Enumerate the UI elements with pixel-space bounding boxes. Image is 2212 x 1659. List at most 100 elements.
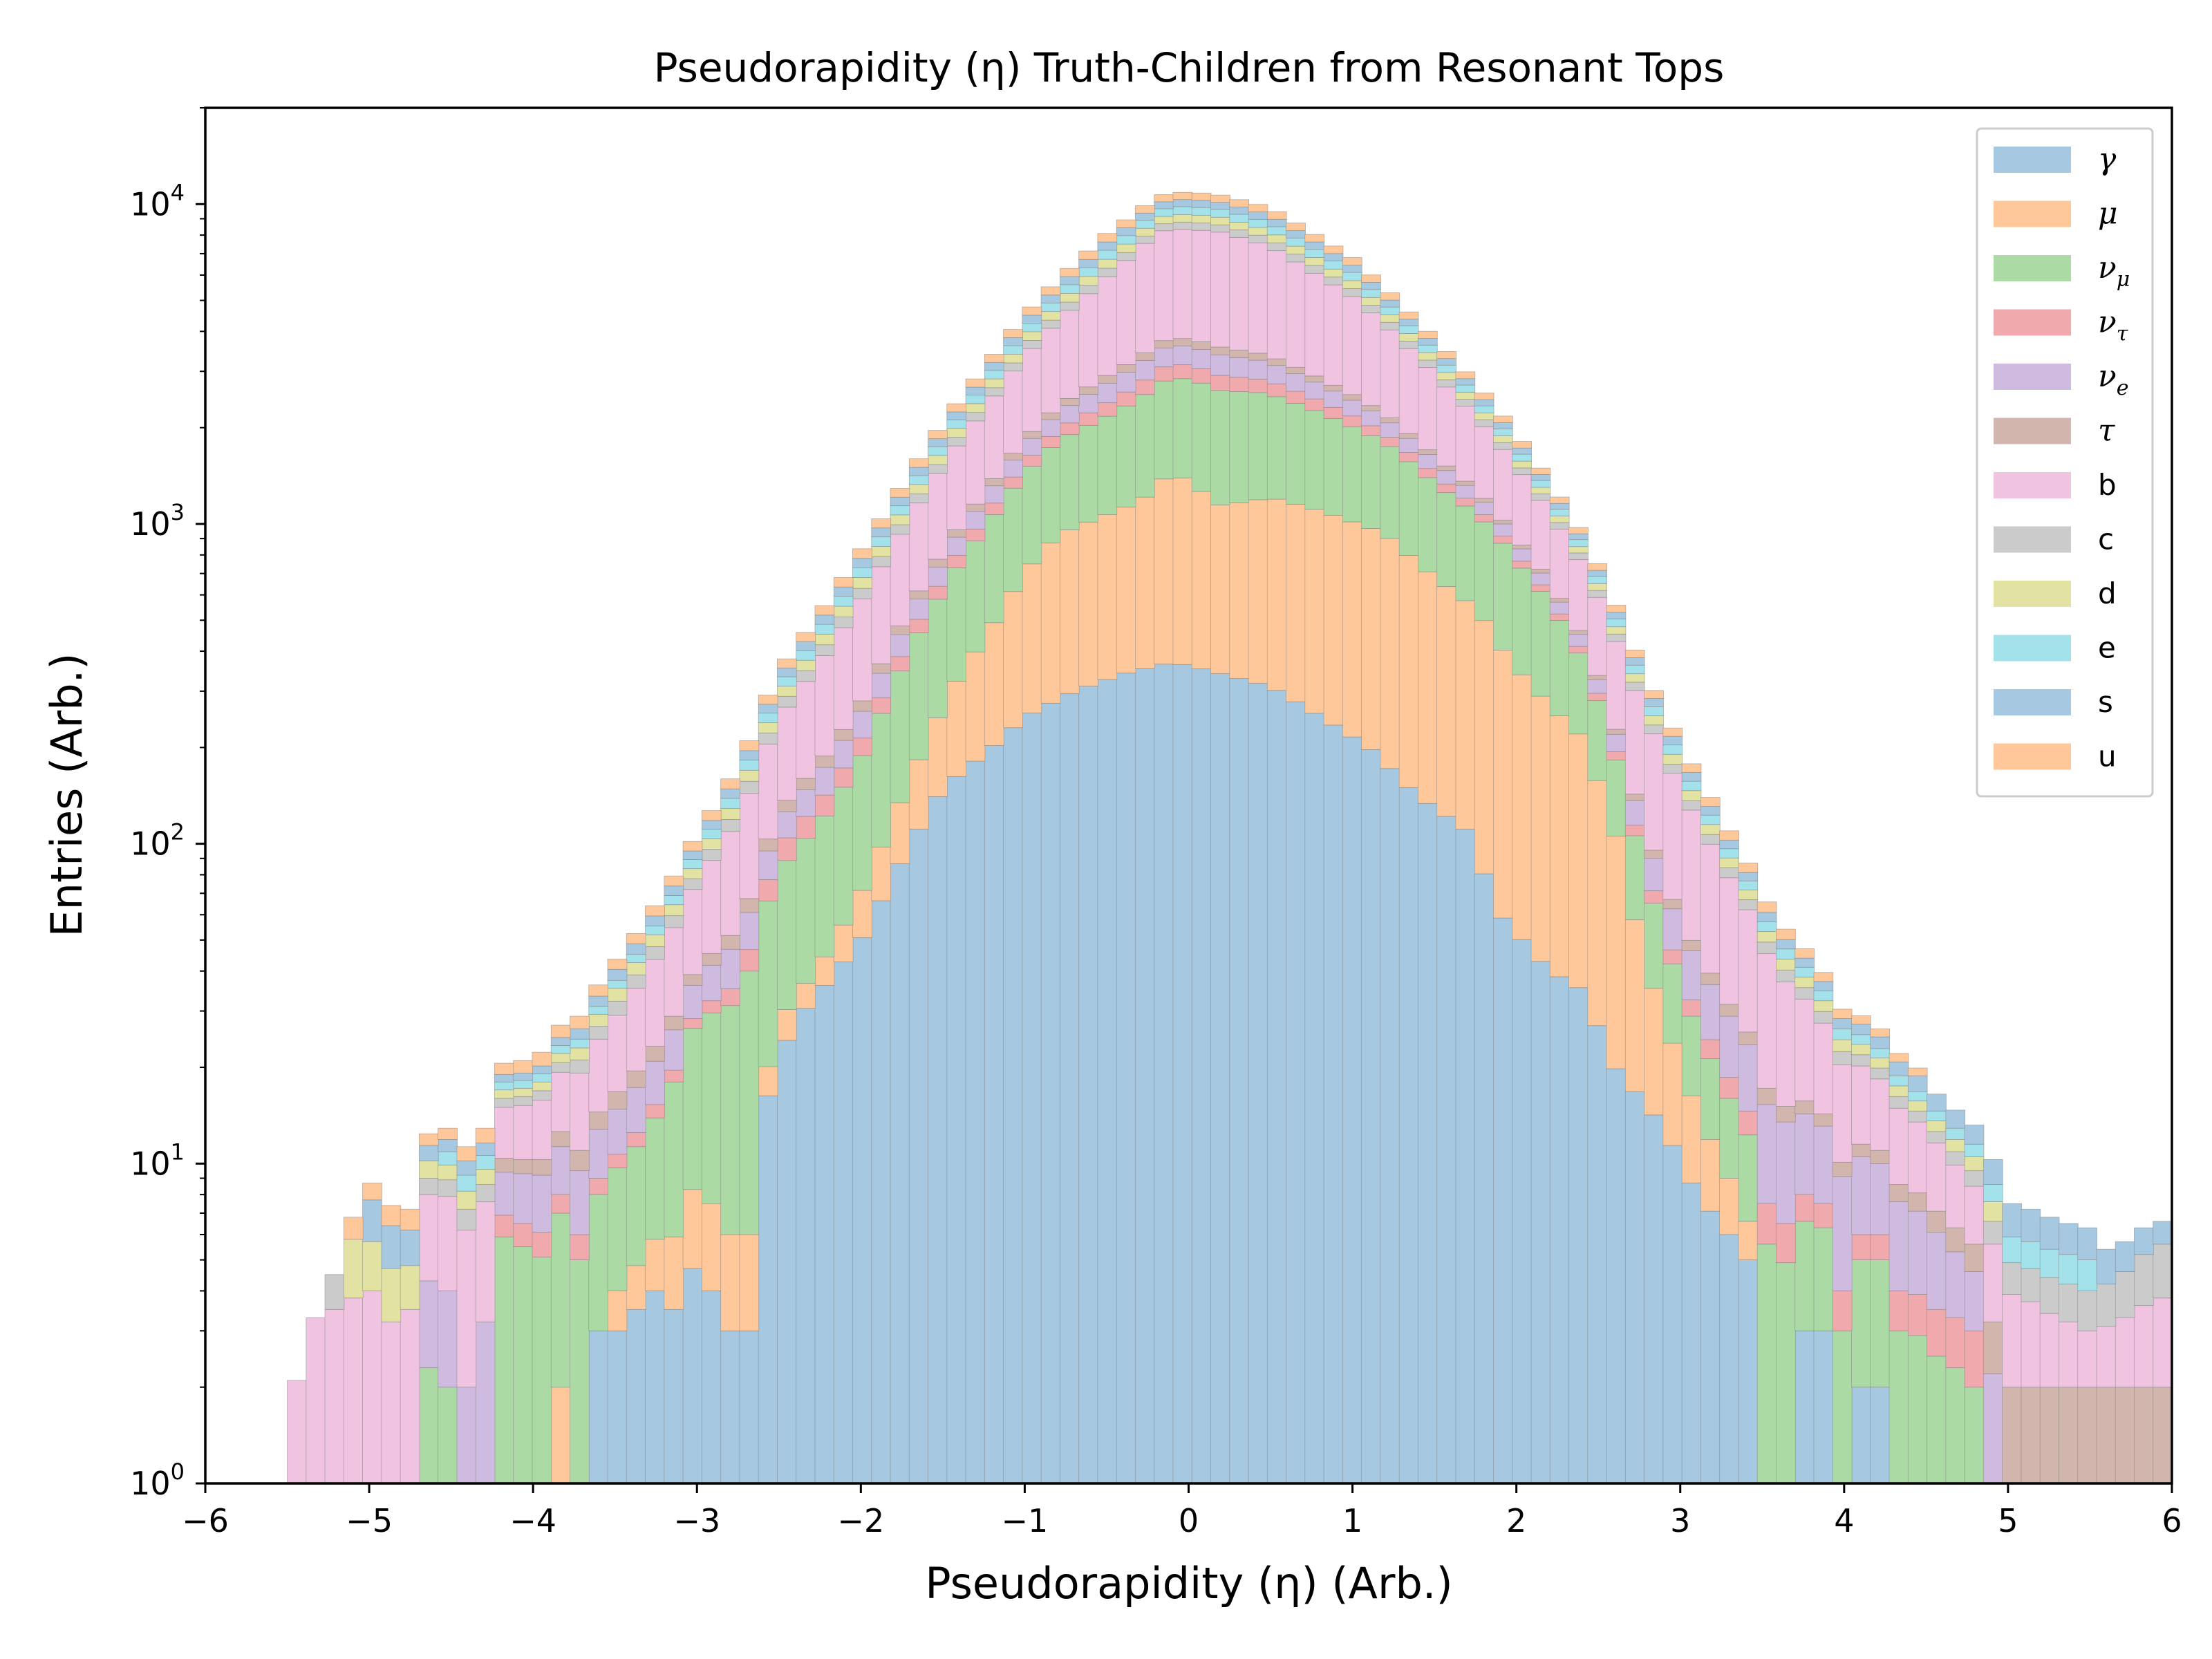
bar	[1568, 630, 1588, 635]
bar	[1436, 465, 1456, 471]
bar	[871, 900, 892, 1484]
bar	[1964, 1156, 1985, 1172]
bar	[1568, 539, 1588, 547]
bar	[1286, 254, 1306, 263]
bar	[438, 1127, 458, 1140]
bar	[1304, 257, 1325, 266]
bar	[1549, 598, 1570, 603]
bar	[1512, 545, 1533, 550]
bar	[1248, 218, 1268, 228]
bar	[1719, 1004, 1739, 1017]
bar	[1266, 250, 1287, 359]
bar	[550, 1387, 571, 1484]
bar	[1662, 1042, 1683, 1146]
bar	[2077, 1387, 2097, 1484]
bar	[965, 503, 986, 512]
bar	[1172, 206, 1193, 215]
bar	[965, 541, 986, 653]
legend-label: μ	[2098, 196, 2118, 232]
bar	[871, 846, 892, 901]
bar	[1229, 199, 1250, 207]
bar	[984, 378, 1004, 388]
bar	[777, 1040, 797, 1484]
bar	[1549, 976, 1570, 1484]
bar	[1022, 438, 1042, 456]
bar	[1078, 521, 1098, 686]
bar	[532, 1073, 552, 1082]
legend-box	[1976, 127, 2154, 798]
bar	[400, 1208, 420, 1230]
bar	[400, 1265, 420, 1310]
bar	[1229, 207, 1250, 215]
bar	[664, 885, 684, 896]
bar	[1172, 221, 1193, 230]
bar	[1530, 474, 1551, 481]
bar	[871, 527, 892, 538]
bar	[852, 711, 872, 739]
bar	[1738, 890, 1759, 900]
bar	[871, 518, 892, 529]
bar	[1681, 800, 1702, 811]
bar	[1286, 237, 1306, 247]
bar	[1191, 341, 1212, 350]
bar	[1380, 422, 1400, 438]
y-tick-label: 101	[130, 1138, 185, 1182]
bar	[1040, 435, 1061, 448]
bar	[1644, 858, 1664, 892]
bar	[1210, 375, 1230, 391]
bar	[890, 505, 910, 516]
bar	[1644, 850, 1664, 859]
bar	[1040, 302, 1061, 312]
bar	[796, 1008, 816, 1484]
bar	[1832, 1051, 1853, 1065]
bar	[1135, 212, 1155, 221]
bar	[1587, 576, 1608, 584]
bar	[1266, 690, 1287, 1484]
bar	[1964, 1244, 1985, 1272]
bar	[833, 617, 854, 628]
bar	[1286, 366, 1306, 374]
bar	[682, 1028, 703, 1190]
bar	[1418, 367, 1438, 451]
bar	[1927, 1094, 1947, 1112]
bar	[1530, 584, 1551, 592]
bar	[1870, 1163, 1891, 1235]
bar	[1154, 366, 1174, 382]
bar	[833, 962, 854, 1484]
bar	[1964, 1125, 1985, 1145]
bar	[1530, 487, 1551, 494]
bar	[1418, 344, 1438, 353]
bar	[682, 868, 703, 879]
bar	[1003, 353, 1023, 364]
bar	[1436, 364, 1456, 373]
bar	[550, 1194, 571, 1214]
bar	[1229, 236, 1250, 350]
bar	[1040, 286, 1061, 296]
bar	[1078, 412, 1098, 426]
bar	[1286, 261, 1306, 368]
bar	[1606, 612, 1627, 619]
bar	[984, 353, 1004, 363]
bar	[494, 1215, 514, 1237]
bar	[1191, 229, 1212, 342]
bar	[1342, 296, 1362, 395]
bar	[1286, 230, 1306, 238]
bar	[532, 1081, 552, 1091]
bar	[1738, 881, 1759, 890]
bar	[664, 915, 684, 928]
bar	[1455, 384, 1476, 393]
bar	[1040, 447, 1061, 543]
bar	[381, 1268, 402, 1322]
bar	[1361, 749, 1381, 1484]
bar	[1587, 583, 1608, 591]
bar	[1135, 205, 1155, 214]
legend-label: e	[2098, 631, 2116, 665]
bar	[607, 968, 628, 981]
bar	[1304, 272, 1325, 377]
bar	[626, 933, 646, 944]
legend-swatch	[1994, 309, 2071, 336]
bar	[852, 700, 872, 712]
bar	[1700, 797, 1721, 807]
bar	[720, 778, 740, 789]
bar	[1266, 498, 1287, 691]
